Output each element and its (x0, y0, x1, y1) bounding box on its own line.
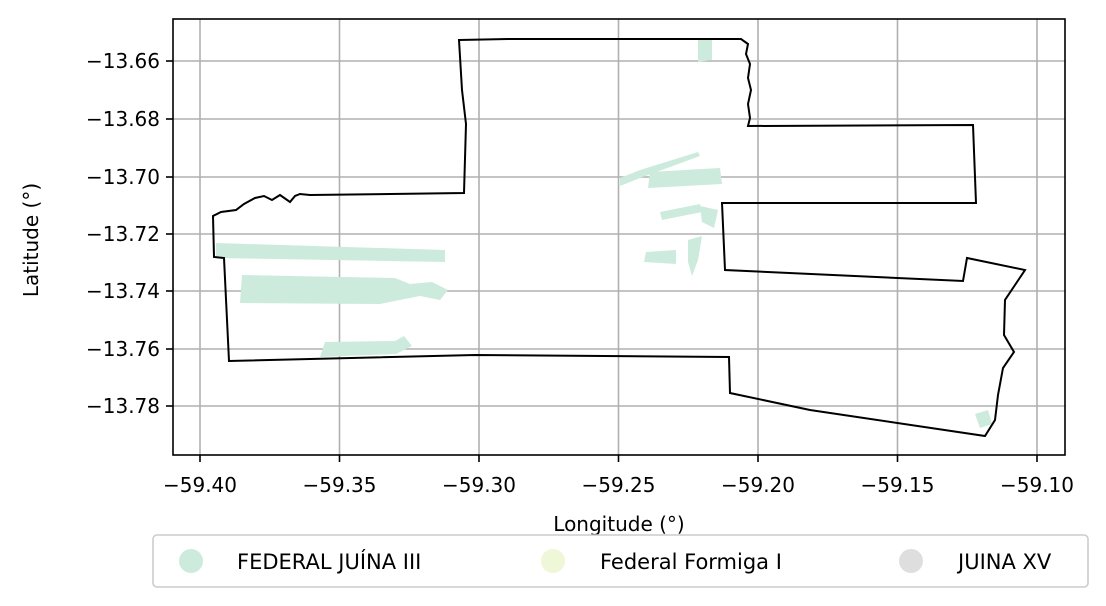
x-tick-label: −59.30 (442, 473, 516, 497)
legend-label: Federal Formiga I (600, 550, 782, 574)
legend-swatch-juina-xv (899, 549, 923, 573)
parcel-areas (216, 40, 992, 428)
legend-box (152, 534, 1089, 588)
parcel-federal-juina-iii (698, 40, 712, 62)
parcel-federal-juina-iii (240, 275, 448, 304)
parcel-federal-juina-iii (648, 168, 722, 188)
y-axis: −13.66 −13.68 −13.70 −13.72 −13.74 −13.7… (19, 49, 173, 418)
legend-swatch-federal-juina-iii (179, 549, 203, 573)
y-tick-label: −13.66 (86, 49, 160, 73)
parcel-federal-juina-iii (216, 243, 445, 262)
y-tick-label: −13.68 (86, 107, 160, 131)
y-tick-label: −13.72 (86, 222, 160, 246)
x-tick-label: −59.15 (860, 473, 934, 497)
legend: FEDERAL JUÍNA III Federal Formiga I JUIN… (152, 534, 1089, 588)
parcel-federal-juina-iii (688, 236, 702, 276)
y-tick-label: −13.78 (86, 394, 160, 418)
parcel-federal-juina-iii (700, 206, 718, 228)
y-tick-label: −13.70 (86, 165, 160, 189)
parcel-federal-juina-iii (975, 410, 992, 428)
legend-label: JUINA XV (956, 550, 1052, 574)
legend-label: FEDERAL JUÍNA III (237, 549, 421, 574)
x-tick-label: −59.35 (302, 473, 376, 497)
y-axis-label: Latitude (°) (19, 183, 43, 297)
parcel-federal-juina-iii (644, 250, 676, 264)
y-tick-label: −13.76 (86, 337, 160, 361)
x-axis-label: Longitude (°) (553, 512, 684, 536)
grid (173, 19, 1065, 455)
parcel-federal-juina-iii (660, 204, 702, 220)
x-tick-label: −59.10 (1000, 473, 1074, 497)
x-tick-label: −59.25 (581, 473, 655, 497)
boundary-outline (211, 38, 1027, 438)
parcel-federal-juina-iii (620, 152, 700, 186)
x-tick-label: −59.40 (163, 473, 237, 497)
legend-swatch-federal-formiga-i (541, 549, 565, 573)
x-axis: −59.40 −59.35 −59.30 −59.25 −59.20 −59.1… (163, 455, 1074, 536)
parcel-federal-juina-iii (320, 336, 412, 357)
x-tick-label: −59.20 (721, 473, 795, 497)
y-tick-label: −13.74 (86, 279, 160, 303)
